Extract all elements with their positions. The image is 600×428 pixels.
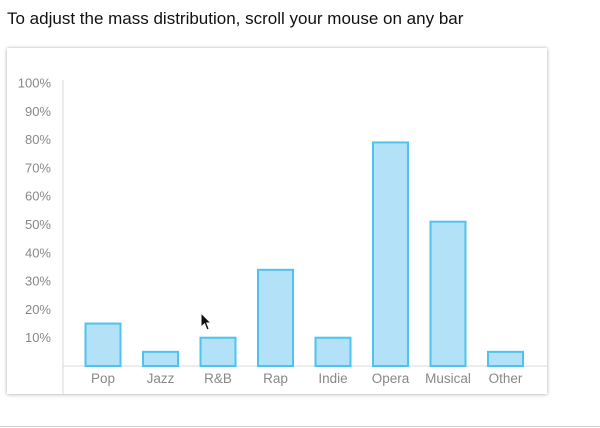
x-category-label: Rap — [263, 371, 288, 386]
x-category-label: Indie — [318, 371, 347, 386]
x-category-label: R&B — [204, 371, 232, 386]
y-tick-label: 50% — [25, 217, 51, 232]
bar-chart[interactable]: 10% 20% 30% 40% 50% 60% 70% 80% 90% 100% Pop Jazz R… — [7, 48, 547, 394]
bar-opera[interactable] — [372, 141, 409, 368]
x-axis-labels: Pop Jazz R&B Rap Indie Opera Musical Other — [91, 371, 523, 386]
instruction-text: To adjust the mass distribution, scroll … — [7, 9, 464, 28]
mouse-cursor-icon — [200, 312, 212, 331]
y-tick-label: 90% — [25, 104, 51, 119]
x-category-label: Opera — [372, 371, 410, 386]
y-tick-label: 70% — [25, 160, 51, 175]
x-category-label: Jazz — [147, 371, 175, 386]
bar-pop[interactable] — [84, 322, 122, 367]
y-axis-ticks: 10% 20% 30% 40% 50% 60% 70% 80% 90% 100% — [18, 76, 52, 346]
bar-r-b[interactable] — [199, 336, 237, 368]
x-category-label: Pop — [91, 371, 115, 386]
y-tick-label: 10% — [25, 330, 51, 345]
bar-jazz[interactable] — [142, 350, 179, 368]
y-tick-label: 100% — [18, 76, 52, 91]
bar-other[interactable] — [487, 350, 524, 368]
x-category-label: Musical — [425, 371, 471, 386]
bottom-divider — [0, 426, 600, 427]
y-tick-label: 80% — [25, 132, 51, 147]
y-tick-label: 60% — [25, 189, 51, 204]
bar-musical[interactable] — [429, 220, 467, 367]
y-tick-label: 20% — [25, 302, 51, 317]
bar-rap[interactable] — [257, 268, 294, 367]
chart-card: 10% 20% 30% 40% 50% 60% 70% 80% 90% 100% Pop Jazz R… — [7, 48, 547, 394]
x-category-label: Other — [489, 371, 523, 386]
y-tick-label: 40% — [25, 245, 51, 260]
bar-indie[interactable] — [314, 336, 352, 368]
y-tick-label: 30% — [25, 274, 51, 289]
bars-group[interactable] — [84, 141, 524, 368]
